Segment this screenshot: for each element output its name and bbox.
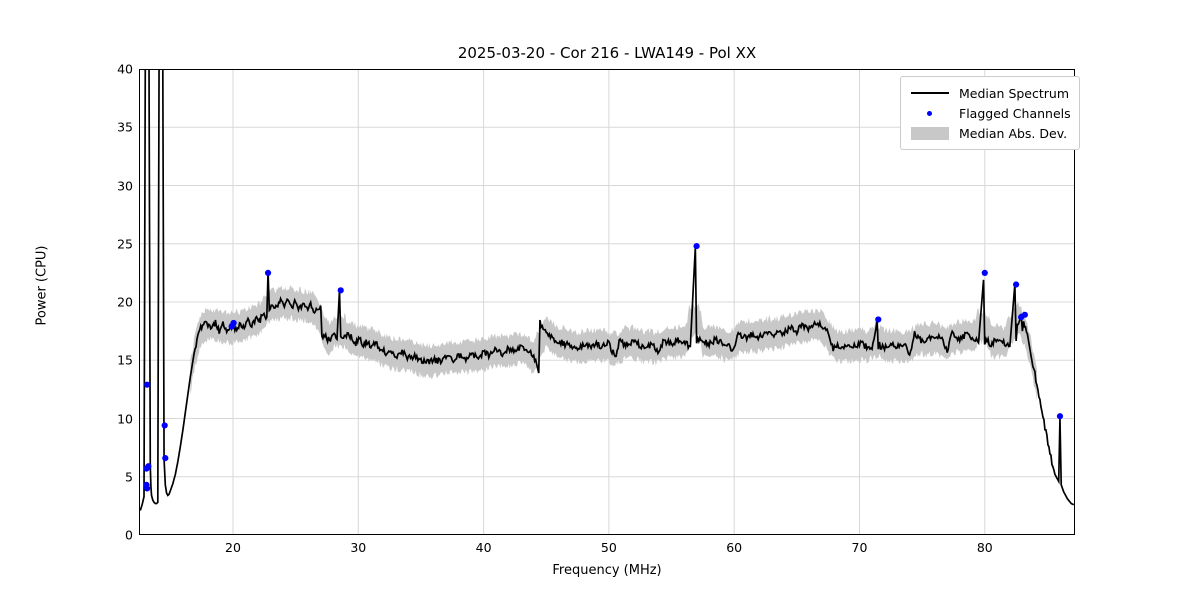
legend-label: Median Abs. Dev.: [959, 125, 1068, 141]
x-tick-label: 20: [225, 540, 241, 555]
legend-label: Median Spectrum: [959, 85, 1070, 101]
flagged-channel-point: [145, 463, 152, 470]
legend-patch-key-icon: [909, 124, 951, 142]
y-tick-label: 35: [117, 119, 133, 135]
x-tick-label: 40: [475, 540, 492, 555]
flagged-channel-point: [264, 269, 272, 276]
y-tick-label: 15: [117, 352, 133, 368]
x-axis-tick-labels: 20 30 40 50 60 70 80: [139, 540, 1075, 560]
x-tick-label: 30: [350, 540, 367, 555]
x-tick-label: 70: [851, 540, 868, 555]
flagged-channel-point: [875, 316, 882, 323]
y-tick-label: 25: [117, 236, 133, 252]
legend-dot-key-icon: [909, 104, 951, 122]
legend-label: Flagged Channels: [959, 105, 1071, 121]
y-tick-label: 0: [125, 527, 133, 543]
x-tick-label: 60: [726, 540, 743, 555]
flagged-channel-point: [144, 485, 151, 492]
x-tick-label: 50: [600, 540, 617, 555]
flagged-channel-point: [144, 381, 151, 388]
x-tick-label: 80: [976, 540, 993, 555]
flagged-channel-point: [1021, 311, 1028, 318]
flagged-channel-point: [230, 319, 237, 327]
legend-entry-median-abs-dev: Median Abs. Dev.: [909, 123, 1071, 143]
flagged-channel-points: [143, 242, 1064, 492]
mad-band: [190, 285, 1037, 402]
mad-band-area: [190, 285, 1037, 402]
legend-entry-median-spectrum: Median Spectrum: [909, 83, 1071, 103]
flagged-channel-point: [693, 242, 700, 250]
flagged-channel-point: [981, 269, 988, 276]
median-spectrum-line: [139, 69, 1075, 511]
median-spectrum-path: [139, 69, 1075, 511]
legend: Median Spectrum Flagged Channels Median …: [900, 76, 1080, 150]
legend-line-key-icon: [909, 84, 951, 102]
flagged-channel-point: [1013, 281, 1020, 288]
flagged-channel-point: [1056, 413, 1064, 420]
x-axis-label: Frequency (MHz): [552, 563, 662, 578]
legend-entry-flagged-channels: Flagged Channels: [909, 103, 1071, 123]
y-tick-label: 10: [117, 411, 133, 426]
flagged-channel-point: [337, 287, 344, 294]
spectrum-plot: [139, 69, 1075, 535]
y-axis-tick-labels: 0 5 10 15 20 25 30 35 40: [95, 62, 133, 543]
flagged-channel-point: [161, 422, 168, 429]
flagged-channel-point: [162, 455, 169, 462]
y-axis-label: Power (CPU): [34, 245, 50, 326]
y-tick-label: 30: [117, 178, 133, 193]
y-tick-label: 40: [117, 61, 133, 77]
y-tick-label: 5: [125, 469, 133, 485]
plot-title: 2025-03-20 - Cor 216 - LWA149 - Pol XX: [457, 44, 757, 62]
y-tick-label: 20: [117, 294, 133, 310]
